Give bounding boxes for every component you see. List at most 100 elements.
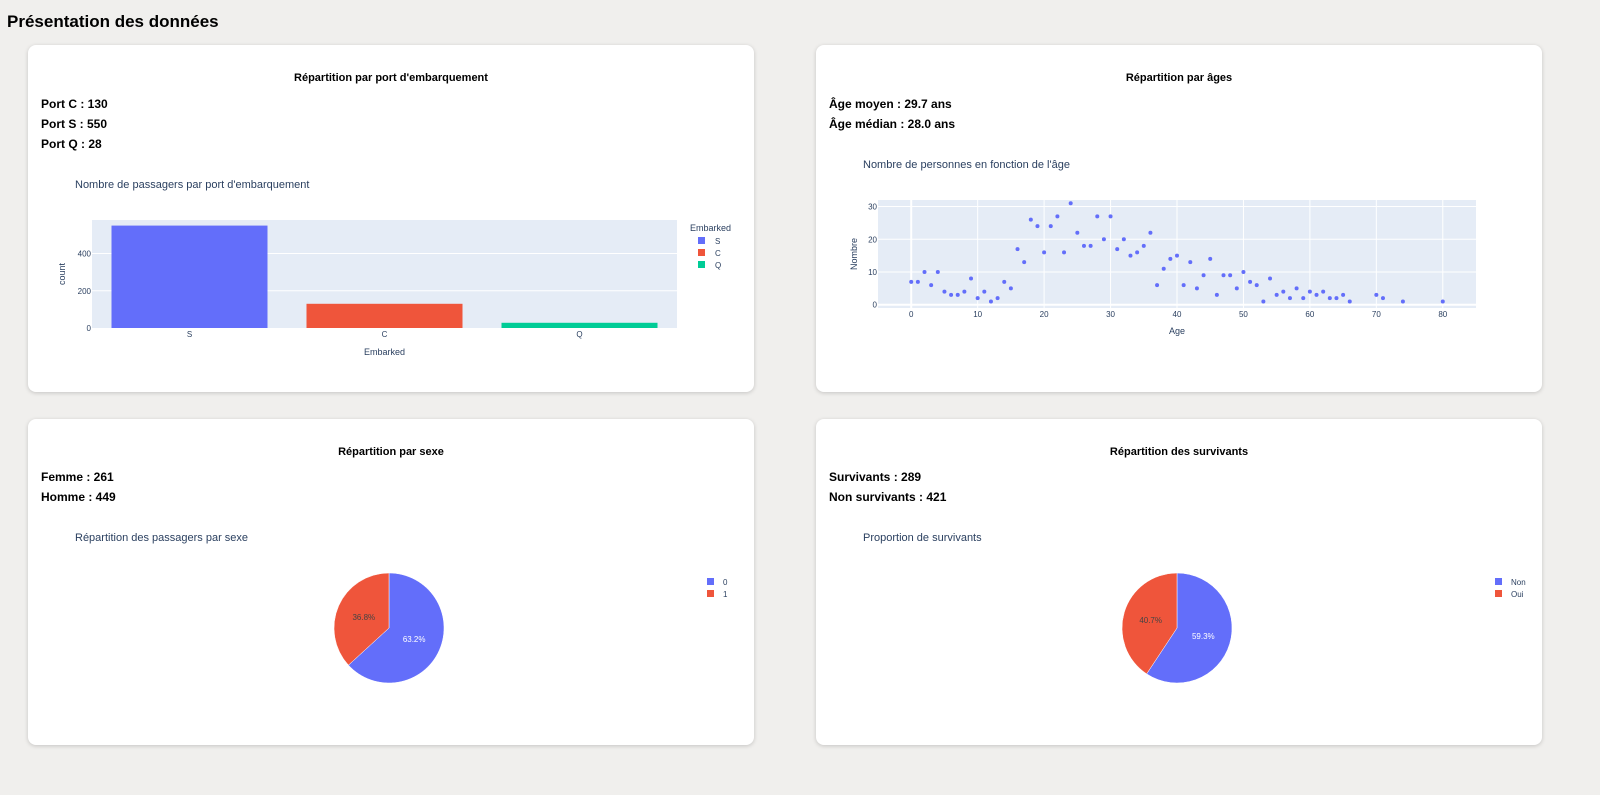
sex-legend-label: 1 xyxy=(723,590,728,599)
scatter-point xyxy=(1341,292,1346,297)
bar-chart-title: Nombre de passagers par port d'embarquem… xyxy=(75,179,309,191)
scatter-point xyxy=(1148,230,1153,235)
sex-legend-swatch xyxy=(707,590,714,597)
scatter-point xyxy=(1128,253,1133,258)
bar-legend-label: C xyxy=(715,249,721,258)
scatter-point xyxy=(1327,296,1332,301)
scatter-point xyxy=(909,279,914,284)
bar-yaxis-label: count xyxy=(57,262,67,285)
scatter-chart-title: Nombre de personnes en fonction de l'âge xyxy=(863,159,1070,171)
stat-female: Femme : 261 xyxy=(41,470,114,484)
scatter-point xyxy=(1307,289,1312,294)
sex-slice-label: 63.2% xyxy=(403,635,426,644)
stat-male: Homme : 449 xyxy=(41,490,116,504)
scatter-point xyxy=(1314,292,1319,297)
scatter-point xyxy=(1168,256,1173,261)
scatter-ytick-label: 0 xyxy=(873,301,878,310)
scatter-ytick-label: 20 xyxy=(868,235,877,244)
scatter-point xyxy=(1028,217,1033,222)
scatter-ytick-label: 30 xyxy=(868,203,877,212)
sex-legend-label: 0 xyxy=(723,578,728,587)
scatter-point xyxy=(1175,253,1179,258)
scatter-point xyxy=(1287,296,1292,301)
scatter-point xyxy=(975,296,980,301)
scatter-point xyxy=(995,296,1000,301)
sex-pie-chart: Répartition des passagers par sexe 63.2% 3… xyxy=(75,532,728,684)
bar-C xyxy=(306,303,463,328)
scatter-xtick-label: 10 xyxy=(973,310,982,319)
scatter-point xyxy=(935,270,940,274)
bar-legend-label: Q xyxy=(715,261,721,270)
bar-legend-swatch xyxy=(698,237,705,244)
survival-legend-swatch xyxy=(1495,578,1502,585)
survival-slice-Non xyxy=(1146,572,1233,684)
scatter-point xyxy=(1161,266,1166,271)
scatter-xtick-label: 0 xyxy=(909,310,914,319)
scatter-point xyxy=(1261,299,1266,304)
sex-legend-swatch xyxy=(707,578,714,585)
survival-legend-label: Non xyxy=(1511,578,1526,587)
scatter-point xyxy=(1042,250,1047,255)
scatter-point xyxy=(1221,273,1226,278)
bar-xtick-label: S xyxy=(187,330,192,339)
stat-port-s: Port S : 550 xyxy=(41,117,108,131)
bar-xtick-label: Q xyxy=(576,330,582,339)
scatter-point xyxy=(1135,250,1140,255)
scatter-point xyxy=(982,289,987,294)
scatter-yaxis-label: Nombre xyxy=(849,238,859,270)
scatter-point xyxy=(922,270,927,274)
stat-non-survivors: Non survivants : 421 xyxy=(829,490,947,504)
scatter-point xyxy=(1281,289,1286,294)
bar-legend-swatch xyxy=(698,249,705,256)
survival-pie-title: Proportion de survivants xyxy=(863,532,982,544)
scatter-point xyxy=(1380,296,1385,301)
scatter-point xyxy=(929,283,934,288)
sex-card-title: Répartition par sexe xyxy=(338,446,444,458)
bar-S xyxy=(111,225,268,328)
scatter-point xyxy=(988,299,993,304)
scatter-point xyxy=(1181,283,1186,288)
survival-card-title: Répartition des survivants xyxy=(1109,446,1249,458)
scatter-point xyxy=(1015,247,1020,252)
scatter-point xyxy=(1301,296,1306,301)
scatter-point xyxy=(1022,260,1027,265)
survival-card: Répartition des survivants Survivants : … xyxy=(816,419,1542,745)
bar-ytick-label: 0 xyxy=(87,324,92,333)
scatter-point xyxy=(949,292,954,297)
scatter-xtick-label: 70 xyxy=(1372,310,1381,319)
age-card-title: Répartition par âges xyxy=(1125,72,1233,84)
scatter-point xyxy=(1155,283,1160,288)
survival-slice-label: 40.7% xyxy=(1139,616,1162,625)
sex-slice-0 xyxy=(348,572,445,684)
sex-slice-1 xyxy=(333,572,390,666)
scatter-point xyxy=(1095,214,1100,219)
scatter-point xyxy=(1002,279,1007,284)
stat-port-q: Port Q : 28 xyxy=(41,137,102,151)
scatter-point xyxy=(1440,299,1445,304)
scatter-xtick-label: 50 xyxy=(1239,310,1248,319)
scatter-xtick-label: 30 xyxy=(1106,310,1115,319)
scatter-point xyxy=(1268,276,1273,281)
scatter-point xyxy=(1068,201,1073,206)
scatter-point xyxy=(962,289,967,294)
scatter-point xyxy=(1208,256,1213,261)
scatter-point xyxy=(1115,247,1120,252)
scatter-point xyxy=(1121,237,1126,242)
stat-survivors: Survivants : 289 xyxy=(829,470,922,484)
scatter-point xyxy=(1321,289,1326,294)
scatter-point xyxy=(1194,286,1199,291)
bar-legend-title: Embarked xyxy=(690,223,731,233)
scatter-point xyxy=(915,279,920,284)
scatter-point xyxy=(1101,237,1106,242)
scatter-point xyxy=(1188,260,1193,265)
stat-port-c: Port C : 130 xyxy=(41,97,108,111)
page-title: Présentation des données xyxy=(7,12,219,31)
scatter-ytick-label: 10 xyxy=(868,268,877,277)
scatter-xtick-label: 20 xyxy=(1040,310,1049,319)
survival-legend-label: Oui xyxy=(1511,590,1524,599)
scatter-point xyxy=(1241,270,1246,274)
embarked-card-title: Répartition par port d'embarquement xyxy=(294,72,488,84)
scatter-point xyxy=(1274,292,1279,297)
scatter-point xyxy=(1254,283,1259,288)
scatter-point xyxy=(1400,299,1405,304)
